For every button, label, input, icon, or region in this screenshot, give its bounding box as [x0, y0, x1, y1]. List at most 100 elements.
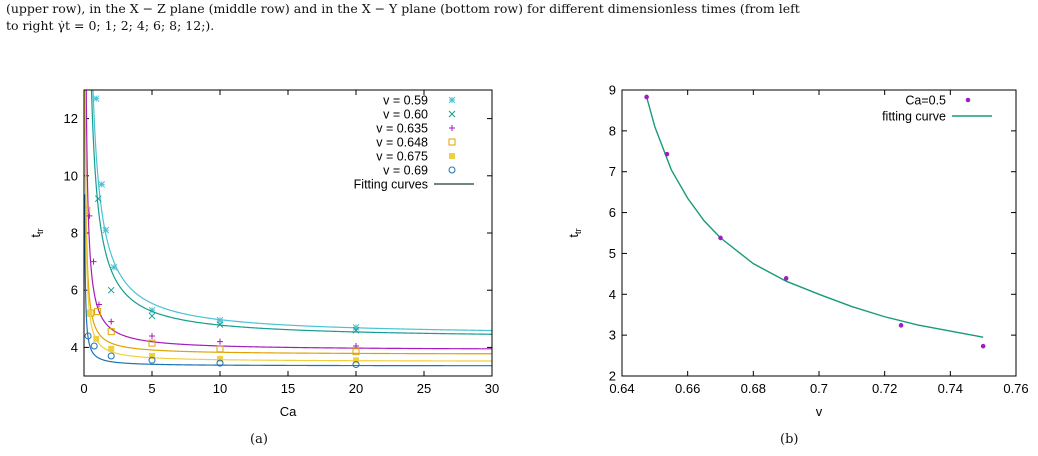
caption-line-2: to right γ̇t = 0; 1; 2; 4; 6; 8; 12;). — [6, 18, 215, 33]
data-point — [98, 181, 106, 188]
y-tick-label: 8 — [71, 226, 78, 241]
x-tick-label: 0.72 — [872, 381, 897, 396]
x-tick-label: 0.74 — [938, 381, 963, 396]
data-point — [107, 352, 115, 360]
x-tick-label: 10 — [213, 381, 227, 396]
data-point — [93, 335, 100, 342]
y-tick-label: 8 — [609, 123, 616, 138]
data-point — [352, 361, 360, 369]
caption-line-1: (upper row), in the X − Z plane (middle … — [6, 1, 800, 16]
subcaption-a: (a) — [250, 432, 268, 447]
data-point — [92, 95, 100, 102]
legend-label: v = 0.648 — [376, 136, 428, 150]
fit-curve — [85, 90, 492, 350]
y-tick-label: 12 — [64, 111, 78, 126]
y-tick-label: 4 — [609, 287, 616, 302]
x-tick-label: 0 — [80, 381, 87, 396]
plot-area-a — [84, 90, 492, 369]
data-point — [108, 318, 115, 325]
data-point — [148, 306, 156, 314]
data-point — [352, 348, 360, 356]
data-point — [84, 332, 92, 340]
data-point — [718, 235, 723, 241]
fit-curve — [84, 90, 492, 355]
data-point — [353, 357, 359, 364]
plot-area-b — [644, 94, 986, 349]
data-point — [90, 258, 97, 265]
data-point — [107, 328, 115, 336]
y-tick-label: 9 — [609, 83, 616, 98]
y-tick-label: 5 — [609, 246, 616, 261]
data-point — [352, 326, 360, 334]
y-tick-label: 3 — [609, 328, 616, 343]
data-point — [149, 332, 155, 339]
legend-marker — [448, 110, 456, 118]
legend-b: Ca=0.5 fitting curve — [882, 94, 992, 124]
data-point — [95, 301, 102, 308]
data-point — [108, 345, 115, 352]
legend-label: v = 0.59 — [383, 94, 428, 108]
y-axis-label: ttr — [566, 228, 583, 237]
x-tick-label: 0.7 — [810, 381, 828, 396]
legend-marker — [449, 153, 455, 159]
data-point — [217, 355, 223, 362]
fit-curve — [84, 194, 492, 367]
legend-marker — [448, 138, 456, 146]
data-point — [90, 342, 98, 350]
data-point — [94, 308, 102, 316]
legend-marker — [449, 125, 455, 131]
data-point — [216, 316, 224, 324]
data-point — [217, 338, 223, 345]
data-point — [783, 276, 789, 281]
x-tick-label: 15 — [281, 381, 295, 396]
plot-frame — [83, 89, 493, 377]
fit-curve — [90, 90, 492, 335]
data-point — [898, 323, 904, 328]
data-point — [216, 321, 224, 328]
data-point — [149, 352, 155, 359]
data-point — [102, 226, 110, 234]
data-point — [110, 263, 118, 271]
data-point — [107, 286, 115, 294]
legend-marker — [965, 97, 971, 103]
data-point — [352, 324, 360, 331]
plot-frame — [621, 89, 1017, 377]
data-point — [148, 356, 156, 364]
legend-label: v = 0.675 — [376, 150, 428, 164]
x-tick-label: 20 — [349, 381, 363, 396]
legend-marker — [448, 96, 456, 104]
data-point — [664, 151, 670, 157]
y-tick-label: 4 — [71, 340, 78, 355]
y-tick-label: 10 — [64, 168, 78, 183]
x-tick-label: 25 — [417, 381, 431, 396]
data-point — [216, 345, 224, 353]
y-axis-label: ttr — [28, 228, 45, 237]
legend-label: v = 0.635 — [376, 122, 428, 136]
fit-curve — [84, 90, 492, 362]
x-tick-label: 0.76 — [1003, 381, 1028, 396]
x-tick-label: 5 — [148, 381, 155, 396]
data-point — [216, 359, 224, 367]
legend-label: v = 0.60 — [383, 108, 428, 122]
data-point — [980, 343, 986, 349]
x-axis-label: v — [816, 404, 823, 419]
legend-label: Ca=0.5 — [905, 94, 946, 108]
x-tick-label: 0.68 — [741, 381, 766, 396]
data-point — [148, 339, 156, 347]
legend-label: fitting curve — [882, 110, 946, 124]
subcaption-b: (b) — [780, 432, 799, 447]
y-tick-label: 6 — [609, 205, 616, 220]
data-point — [353, 342, 359, 349]
x-tick-label: 0.66 — [675, 381, 700, 396]
legend-marker — [448, 166, 456, 174]
y-tick-label: 6 — [71, 283, 78, 298]
data-point — [644, 94, 649, 100]
figure-caption: (upper row), in the X − Z plane (middle … — [6, 0, 1034, 34]
data-point — [86, 212, 93, 219]
data-point — [86, 310, 93, 317]
fit-curve — [92, 90, 492, 332]
legend-label: v = 0.69 — [383, 164, 428, 178]
y-tick-label: 2 — [609, 369, 616, 384]
data-point — [84, 206, 91, 214]
